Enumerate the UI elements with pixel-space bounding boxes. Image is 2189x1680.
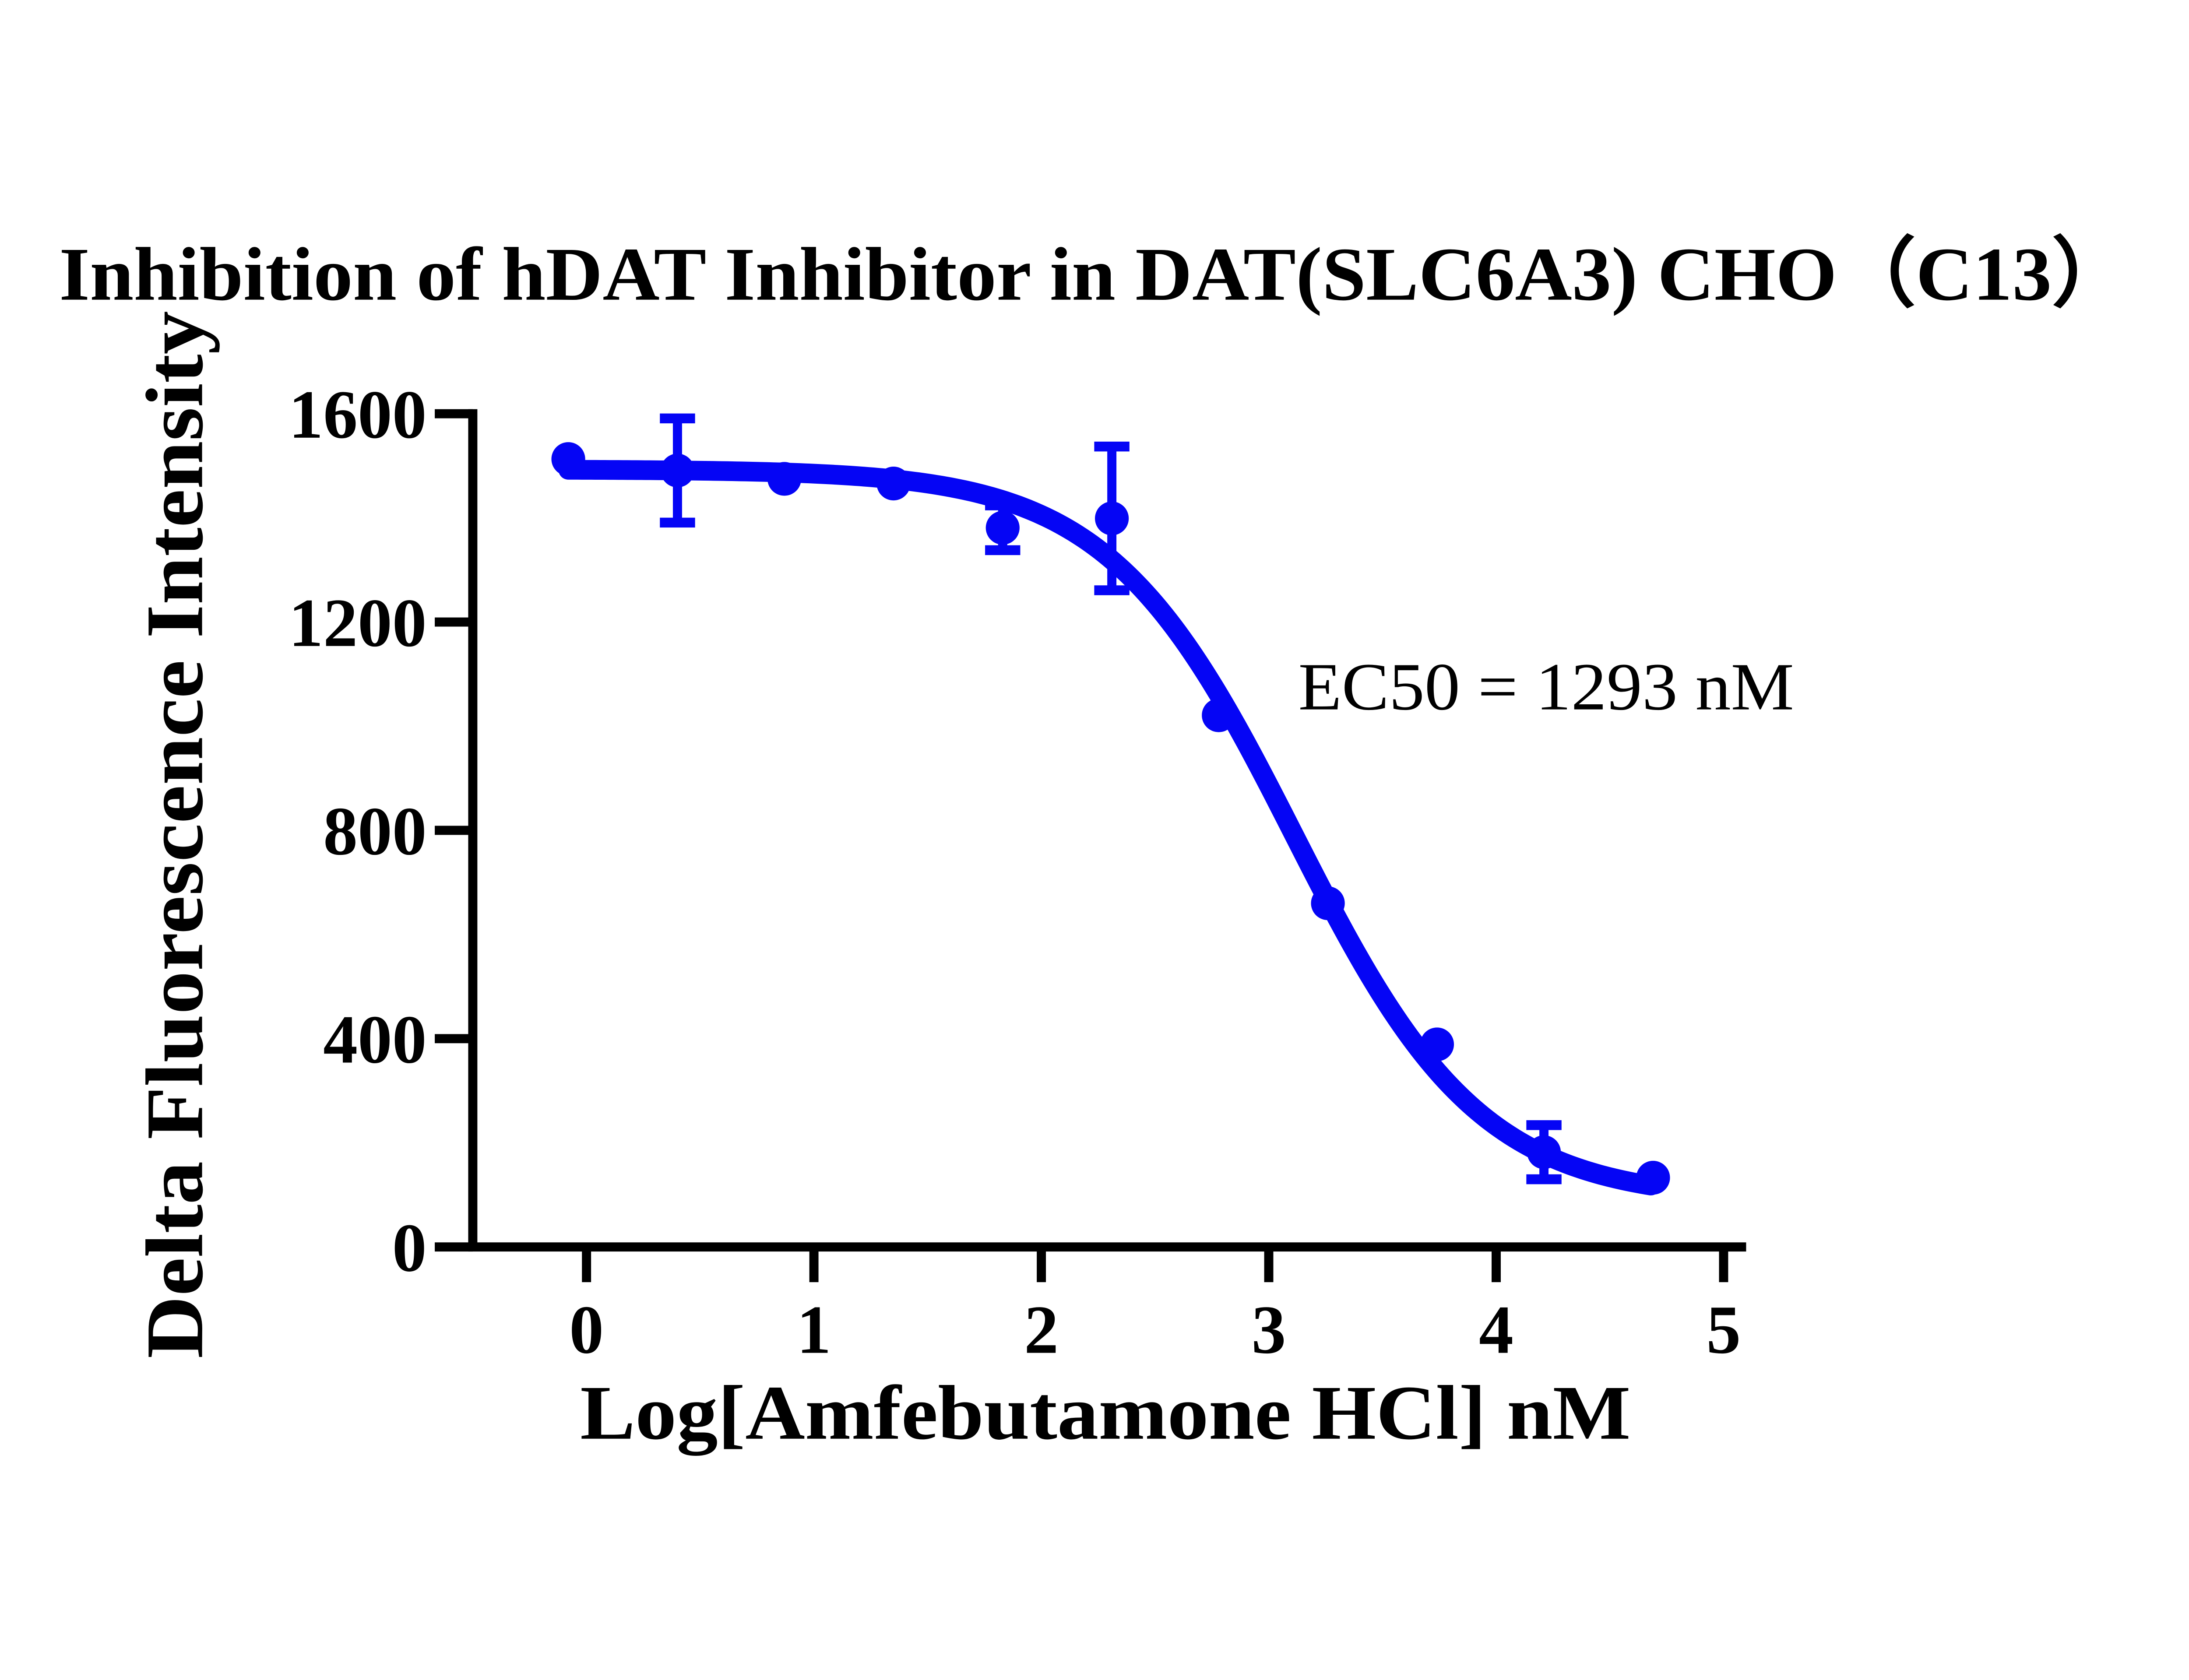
data-point-marker [767, 462, 802, 496]
y-tick-label: 0 [392, 1210, 427, 1286]
x-tick-label: 3 [1252, 1292, 1286, 1368]
data-point-marker [1095, 501, 1129, 535]
chart-title: Inhibition of hDAT Inhibitor in DAT(SLC6… [59, 232, 2130, 316]
x-axis-label: Log[Amfebutamone HCl] nM [580, 1370, 1630, 1456]
data-point-marker [876, 467, 911, 501]
data-point-marker [551, 442, 585, 476]
data-point-marker [660, 453, 695, 488]
x-tick-label: 5 [1707, 1292, 1741, 1368]
y-axis-label: Delta Fluorescence Intensity [130, 311, 220, 1358]
data-point-marker [985, 511, 1020, 545]
data-point-marker [1311, 886, 1345, 921]
y-tick-label: 1200 [289, 585, 426, 661]
x-tick-label: 0 [569, 1292, 604, 1368]
x-tick-label: 2 [1024, 1292, 1059, 1368]
data-points-group [551, 413, 1670, 1195]
ec50-annotation: EC50 = 1293 nM [1299, 650, 1794, 724]
y-tick-label: 800 [323, 794, 426, 870]
data-point-marker [1636, 1160, 1670, 1195]
data-point-marker [1202, 698, 1236, 732]
data-point-marker [1527, 1135, 1561, 1169]
x-tick-label: 1 [797, 1292, 831, 1368]
axes: 0 400 800 1200 1600 0 1 2 3 4 5 [289, 377, 1746, 1368]
x-tick-label: 4 [1479, 1292, 1513, 1368]
data-point-marker [1420, 1027, 1454, 1061]
y-tick-label: 1600 [289, 377, 426, 453]
y-tick-label: 400 [323, 1002, 426, 1078]
